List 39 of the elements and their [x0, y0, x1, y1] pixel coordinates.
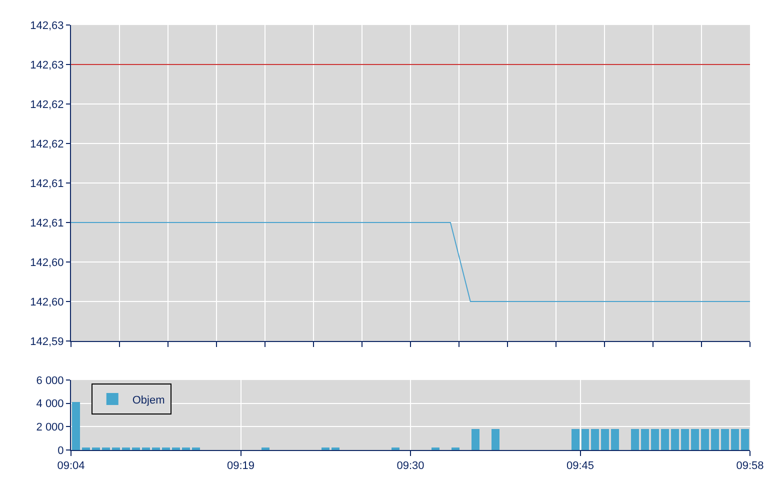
x-tick-label: 09:58	[736, 460, 764, 472]
bar	[711, 429, 720, 450]
bar	[681, 429, 690, 450]
bar	[581, 429, 590, 450]
bar	[591, 429, 600, 450]
bar	[721, 429, 730, 450]
bar	[571, 429, 580, 450]
y-tick-label: 142,59	[30, 336, 64, 348]
bar	[701, 429, 710, 450]
bar	[661, 429, 670, 450]
bar	[691, 429, 700, 450]
y-tick-label: 0	[58, 444, 64, 457]
y-tick-label: 2 000	[36, 422, 64, 434]
bar	[471, 429, 480, 450]
y-tick-label: 142,63	[30, 59, 64, 72]
y-tick-label: 142,61	[30, 178, 64, 190]
bar	[741, 429, 749, 450]
bar	[491, 429, 500, 450]
y-tick-label: 6 000	[36, 374, 64, 387]
bar	[651, 429, 660, 450]
bar	[731, 429, 740, 450]
y-tick-label: 142,61	[30, 217, 64, 230]
y-tick-label: 142,60	[30, 296, 64, 308]
bar	[72, 402, 80, 450]
y-tick-label: 142,63	[30, 20, 64, 32]
y-tick-label: 142,62	[30, 98, 64, 111]
x-tick-label: 09:45	[566, 460, 594, 472]
bar	[631, 429, 640, 450]
legend-label: Objem	[132, 394, 165, 406]
x-tick-label: 09:04	[57, 460, 85, 472]
y-tick-label: 4 000	[36, 398, 64, 410]
bar	[601, 429, 610, 450]
x-tick-label: 09:19	[226, 460, 255, 472]
x-tick-label: 09:30	[396, 460, 424, 472]
y-tick-label: 142,60	[30, 256, 64, 269]
bar	[671, 429, 680, 450]
bar	[611, 429, 620, 450]
bar	[641, 429, 650, 450]
y-tick-label: 142,62	[30, 138, 64, 150]
